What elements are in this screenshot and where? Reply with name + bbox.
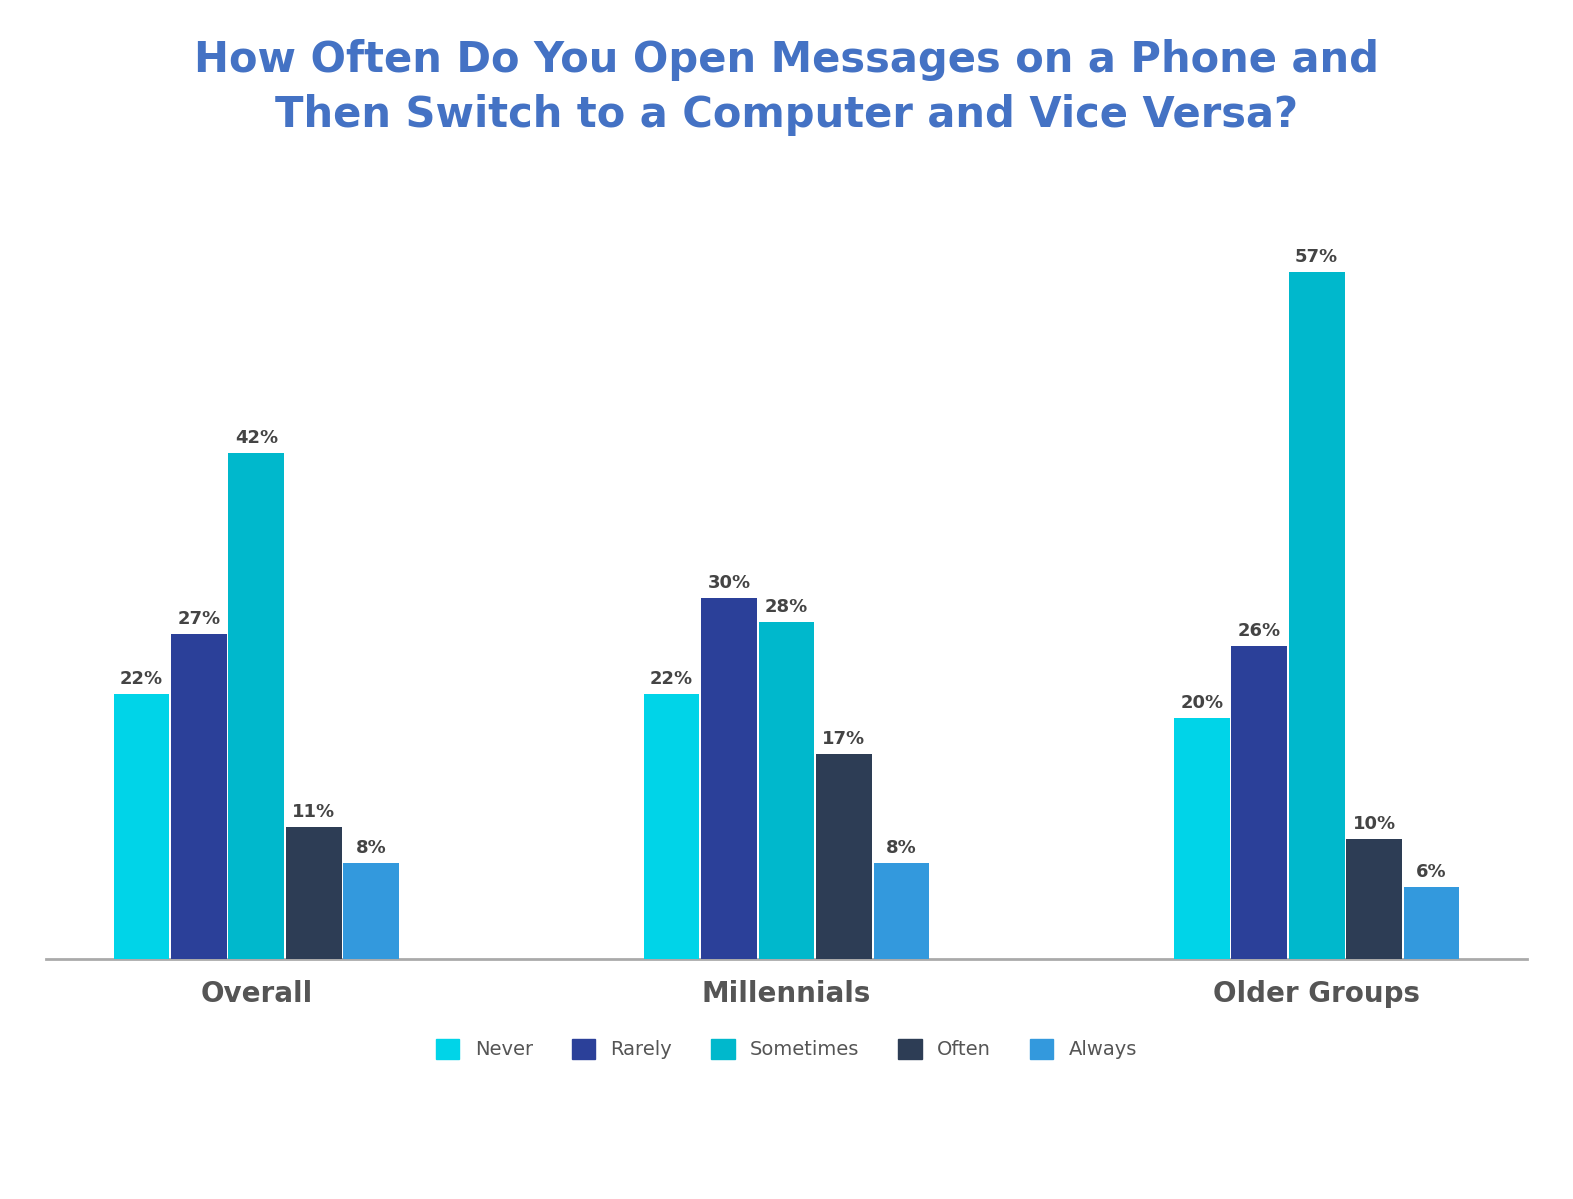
Bar [171, 634, 227, 959]
Text: 42%: 42% [234, 429, 278, 447]
Text: 22%: 22% [650, 670, 694, 688]
Bar [702, 597, 757, 959]
Text: 27%: 27% [178, 610, 220, 628]
Text: 17%: 17% [823, 730, 865, 748]
Text: 30%: 30% [708, 573, 750, 591]
Text: 20%: 20% [1180, 694, 1224, 712]
Bar [286, 827, 341, 959]
Bar [816, 754, 871, 959]
Text: 28%: 28% [764, 598, 809, 616]
Bar [643, 694, 700, 959]
Legend: Never, Rarely, Sometimes, Often, Always: Never, Rarely, Sometimes, Often, Always [428, 1031, 1145, 1067]
Bar [1346, 839, 1402, 959]
Text: 26%: 26% [1238, 622, 1280, 640]
Bar [873, 863, 930, 959]
Bar [113, 694, 170, 959]
Text: 8%: 8% [886, 839, 917, 857]
Bar [228, 453, 285, 959]
Text: 57%: 57% [1295, 248, 1339, 266]
Bar [1403, 887, 1460, 959]
Text: 22%: 22% [120, 670, 164, 688]
Text: 10%: 10% [1353, 815, 1395, 833]
Title: How Often Do You Open Messages on a Phone and
Then Switch to a Computer and Vice: How Often Do You Open Messages on a Phon… [193, 40, 1380, 137]
Text: 8%: 8% [355, 839, 387, 857]
Bar [758, 622, 815, 959]
Bar [1288, 272, 1345, 959]
Text: 6%: 6% [1416, 863, 1447, 881]
Bar [343, 863, 400, 959]
Bar [1173, 718, 1230, 959]
Bar [1232, 646, 1287, 959]
Text: 11%: 11% [293, 802, 335, 820]
